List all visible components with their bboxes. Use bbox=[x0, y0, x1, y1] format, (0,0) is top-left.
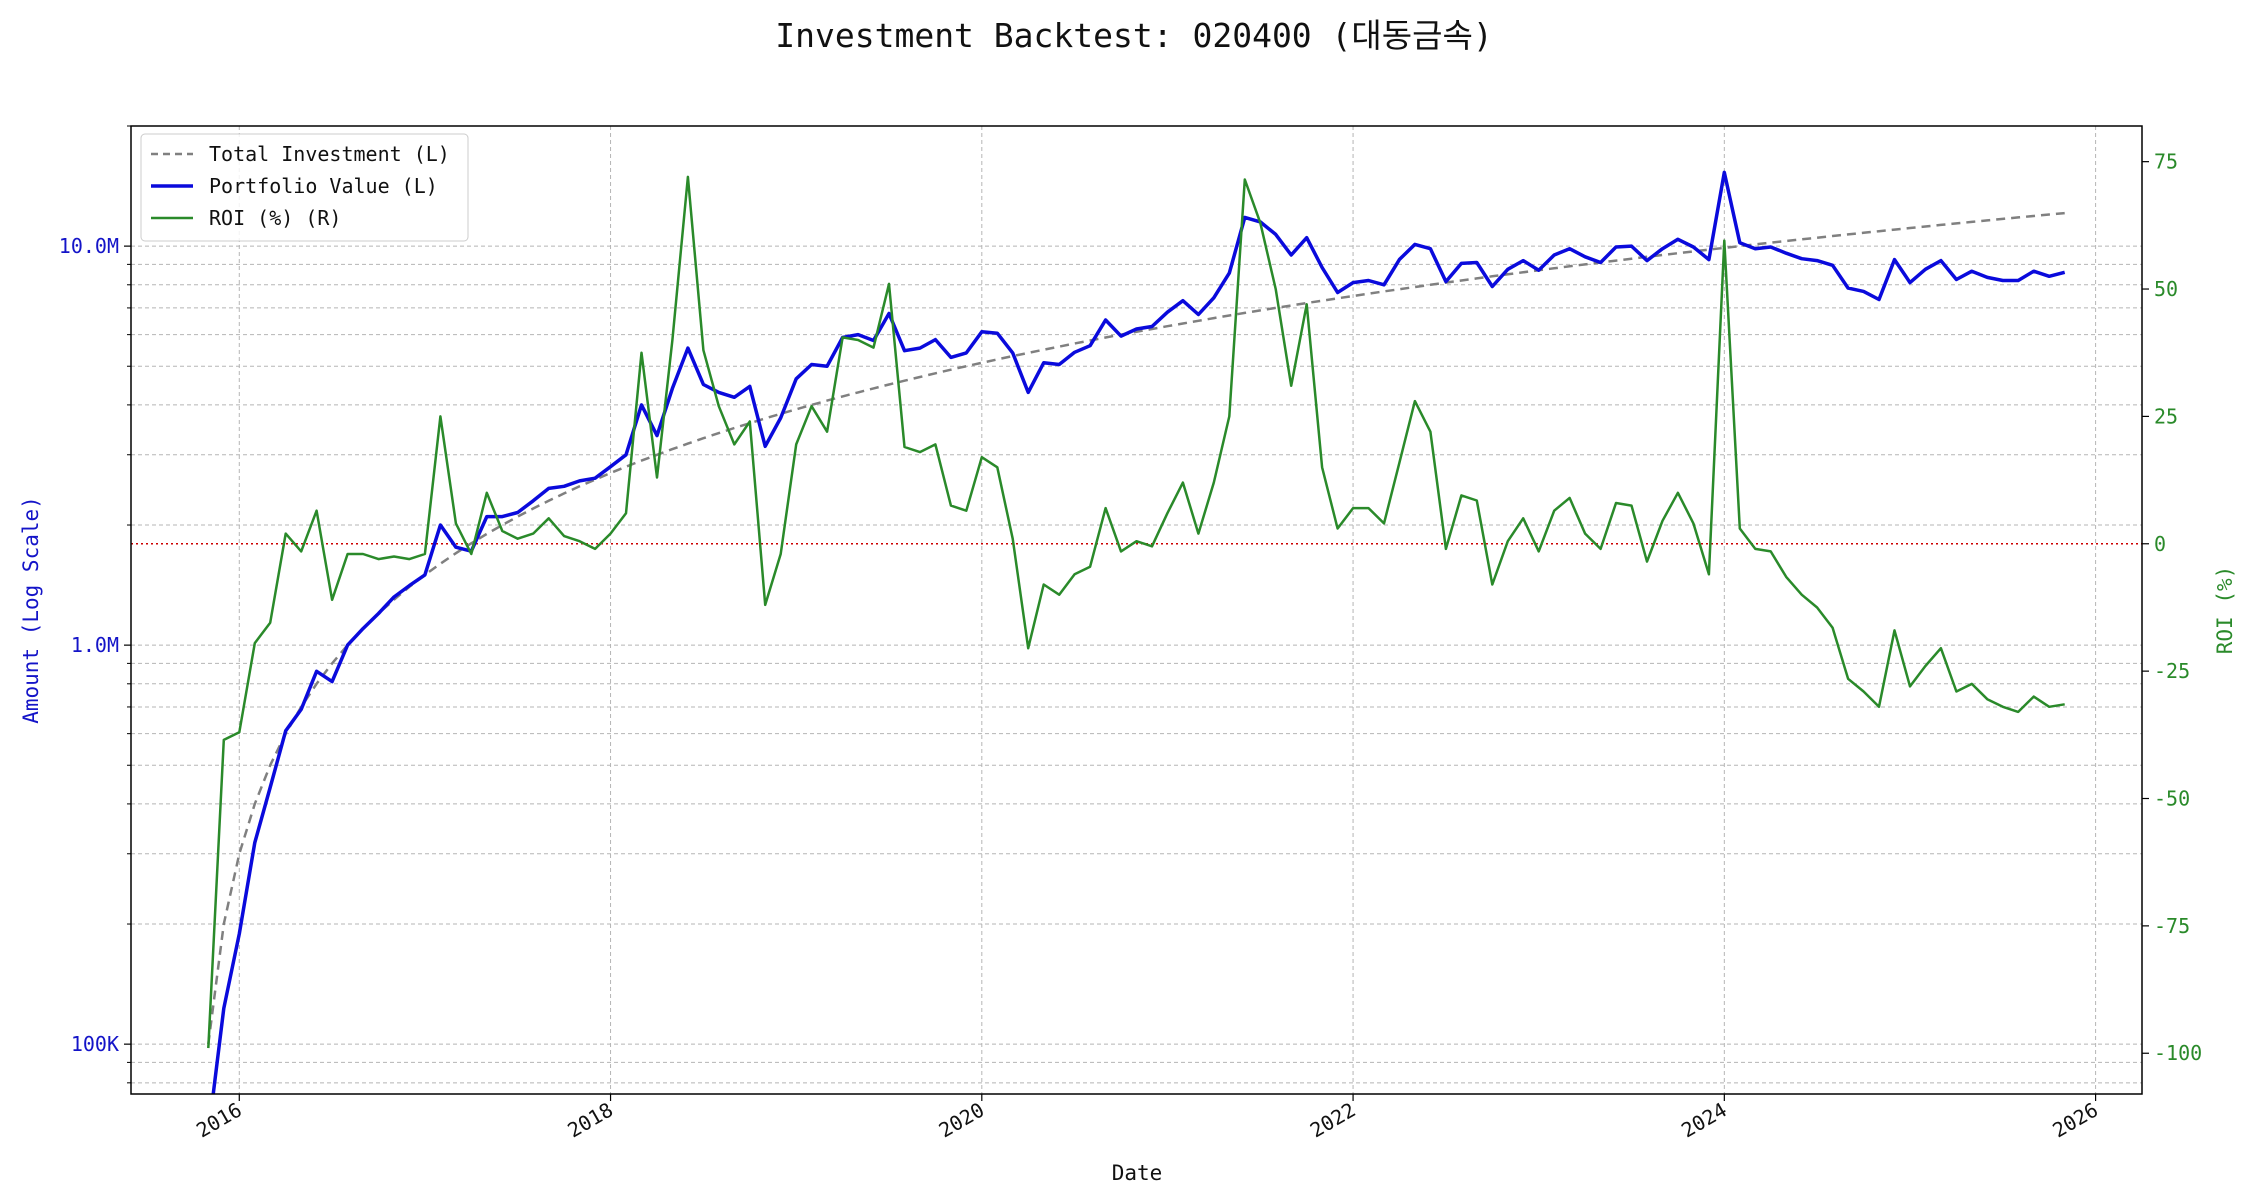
chart-title: Investment Backtest: 020400 (대동금속) bbox=[775, 16, 1492, 55]
x-tick-label: 2018 bbox=[563, 1098, 617, 1143]
y-right-tick-label: 75 bbox=[2154, 150, 2178, 174]
y-left-tick-label: 100K bbox=[71, 1032, 119, 1056]
y-right-tick-label: -25 bbox=[2154, 659, 2190, 683]
y-axis-left-label: Amount (Log Scale) bbox=[19, 496, 43, 724]
legend-box bbox=[140, 133, 469, 242]
axis-layer: 2016 2018 2020 2022 2024 2026 100K 1.0M 10.0M -10… bbox=[59, 125, 2202, 1143]
y-right-tick-label: 50 bbox=[2154, 277, 2178, 301]
grid-layer bbox=[131, 125, 2142, 1094]
y-left-tick-label: 10.0M bbox=[59, 234, 119, 258]
y-right-tick-label: -50 bbox=[2154, 787, 2190, 811]
series-layer bbox=[207, 170, 2066, 1094]
series-line-portfolio-value bbox=[211, 170, 2066, 1094]
legend-label-roi: ROI (%) (R) bbox=[209, 206, 341, 230]
plot-frame bbox=[130, 125, 2143, 1095]
y-right-tick-label: 0 bbox=[2154, 532, 2166, 556]
y-axis-right-label: ROI (%) bbox=[2213, 566, 2237, 655]
legend: Total Investment (L) Portfolio Value (L)… bbox=[140, 133, 469, 242]
legend-label-portfolio: Portfolio Value (L) bbox=[209, 174, 438, 198]
x-tick-label: 2022 bbox=[1306, 1098, 1360, 1143]
x-tick-label: 2020 bbox=[935, 1098, 989, 1143]
y-left-tick-label: 1.0M bbox=[71, 633, 119, 657]
x-tick-label: 2024 bbox=[1677, 1098, 1731, 1143]
series-line-roi bbox=[207, 175, 2065, 1049]
y-right-tick-label: -100 bbox=[2154, 1041, 2202, 1065]
y-right-tick-label: -75 bbox=[2154, 914, 2190, 938]
x-tick-label: 2016 bbox=[192, 1098, 246, 1143]
x-tick-label: 2026 bbox=[2048, 1098, 2102, 1143]
legend-label-investment: Total Investment (L) bbox=[209, 142, 450, 166]
series-line-total-investment bbox=[207, 211, 2065, 1045]
x-axis-label: Date bbox=[1112, 1161, 1163, 1185]
y-right-tick-label: 25 bbox=[2154, 404, 2178, 428]
